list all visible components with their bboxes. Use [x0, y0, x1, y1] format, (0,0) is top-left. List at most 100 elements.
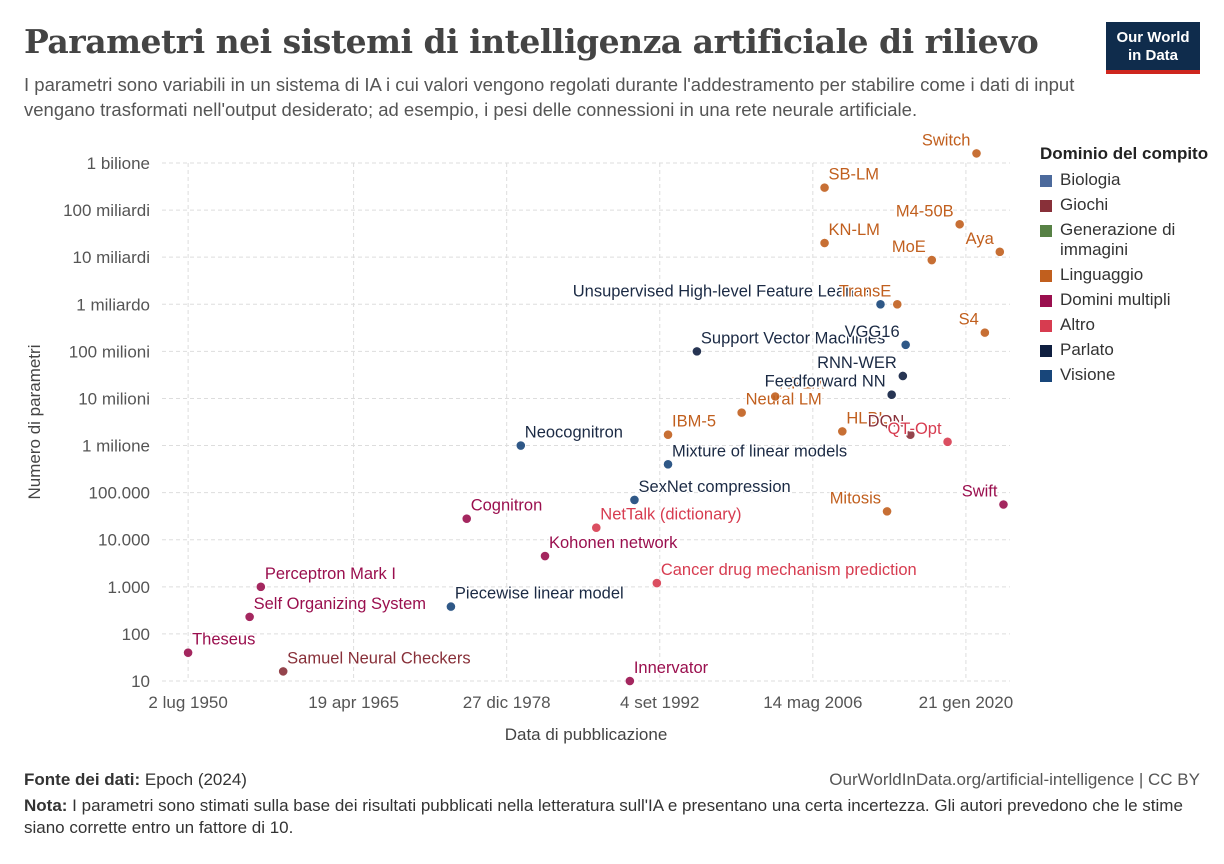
data-point — [819, 238, 830, 248]
y-tick-label: 10 — [131, 672, 150, 691]
chart-title: Parametri nei sistemi di intelligenza ar… — [24, 22, 1039, 61]
point-label: DQN — [868, 413, 905, 431]
y-tick-label: 100 — [122, 625, 150, 644]
point-label: M4-50B — [896, 202, 954, 220]
legend-item[interactable]: Giochi — [1040, 195, 1220, 215]
point-label: Mixture of linear models — [672, 442, 847, 460]
data-point — [540, 551, 550, 561]
point-label: Cognitron — [471, 497, 543, 515]
legend-item[interactable]: Parlato — [1040, 340, 1220, 360]
data-point — [244, 611, 255, 622]
source-label: Fonte dei dati: — [24, 770, 141, 789]
legend-label: Altro — [1060, 315, 1095, 334]
point-label: QT-Opt — [887, 420, 942, 438]
x-tick-label: 4 set 1992 — [620, 693, 699, 712]
y-tick-label: 10 milioni — [78, 389, 150, 408]
legend-item[interactable]: Visione — [1040, 365, 1220, 385]
point-label: SexNet compression — [638, 478, 790, 496]
data-point — [255, 581, 266, 592]
data-point — [651, 578, 662, 588]
legend-items: Biologia Giochi Generazione di immagini Lin… — [1040, 170, 1220, 385]
data-point — [900, 339, 911, 350]
logo-line-1: Our World — [1116, 29, 1190, 46]
y-tick-label: 100 milioni — [69, 342, 150, 361]
data-point — [882, 506, 892, 517]
data-point — [875, 299, 886, 310]
data-point — [892, 299, 903, 310]
legend-swatch — [1040, 200, 1052, 212]
point-label: KN-LM — [829, 221, 880, 239]
data-point — [629, 495, 640, 505]
data-point — [886, 389, 897, 400]
legend-item[interactable]: Domini multipli — [1040, 290, 1220, 310]
point-label: S4 — [959, 311, 979, 329]
point-label: Piecewise linear model — [455, 585, 624, 603]
y-tick-label: 1 miliardo — [76, 295, 150, 314]
data-point — [624, 676, 635, 686]
data-point — [926, 255, 937, 265]
point-label: Feedforward NN — [765, 373, 886, 391]
point-label: Switch — [922, 131, 971, 149]
note-label: Nota: — [24, 796, 68, 815]
point-label: HLBL — [846, 409, 887, 427]
y-tick-label: 1.000 — [107, 578, 150, 597]
legend-label: Giochi — [1060, 195, 1109, 214]
footer-source: Fonte dei dati: Epoch (2024) — [24, 770, 247, 790]
source-value: Epoch (2024) — [140, 770, 247, 789]
data-point — [954, 219, 965, 230]
point-label: Neural LM — [746, 391, 822, 409]
point-label: Swift — [962, 482, 998, 500]
point-label: Mitosis — [830, 489, 881, 507]
x-tick-label: 14 mag 2006 — [763, 693, 862, 712]
y-tick-label: 1 bilione — [87, 154, 150, 173]
point-label: RNN-WER — [817, 354, 897, 372]
legend-swatch — [1040, 295, 1052, 307]
point-label: Cancer drug mechanism prediction — [661, 561, 917, 579]
logo-line-2: in Data — [1127, 47, 1178, 64]
y-tick-label: 10 miliardi — [73, 248, 150, 267]
legend-item[interactable]: Altro — [1040, 315, 1220, 335]
data-point — [770, 391, 781, 402]
chart-subtitle: I parametri sono variabili in un sistema… — [24, 74, 1075, 120]
point-label: Self Organizing System — [254, 595, 426, 613]
point-label: VGG16 — [845, 323, 900, 341]
data-point — [446, 601, 456, 612]
owid-logo[interactable]: Our World in Data — [1106, 22, 1200, 74]
point-label: TransE — [839, 282, 892, 300]
point-label: Support Vector Machines — [701, 329, 885, 347]
legend-label: Parlato — [1060, 340, 1114, 359]
data-point — [663, 459, 673, 470]
legend-title: Dominio del compito — [1040, 144, 1209, 163]
x-tick-label: 21 gen 2020 — [919, 693, 1014, 712]
data-point — [591, 522, 602, 533]
point-label: Kohonen network — [549, 534, 678, 552]
x-axis-label: Data di pubblicazione — [505, 725, 668, 744]
data-point — [278, 666, 289, 677]
y-axis-label: Numero di parametri — [25, 345, 44, 500]
footer-note: Nota: I parametri sono stimati sulla bas… — [24, 795, 1204, 839]
legend-swatch — [1040, 345, 1052, 357]
data-point — [515, 440, 526, 451]
legend-swatch — [1040, 370, 1052, 382]
x-tick-label: 27 dic 1978 — [463, 693, 551, 712]
legend-item[interactable]: Biologia — [1040, 170, 1220, 190]
point-label: Neocognitron — [525, 424, 623, 442]
point-label: Theseus — [192, 631, 255, 649]
data-point — [183, 647, 193, 658]
data-point — [663, 429, 673, 440]
legend-item[interactable]: Linguaggio — [1040, 265, 1220, 285]
footer-url[interactable]: OurWorldInData.org/artificial-intelligen… — [829, 770, 1200, 789]
point-label: Innervator — [634, 659, 709, 677]
legend-label: Domini multipli — [1060, 290, 1171, 309]
y-tick-label: 100 miliardi — [63, 201, 150, 220]
data-point — [979, 327, 990, 338]
legend-label: Linguaggio — [1060, 265, 1144, 284]
data-point — [819, 182, 830, 193]
legend-item[interactable]: Generazione di immagini — [1040, 220, 1220, 260]
point-label: IBM-5 — [672, 413, 716, 431]
point-label: Perceptron Mark I — [265, 565, 396, 583]
data-point — [837, 426, 848, 437]
data-point — [942, 436, 953, 447]
data-point — [692, 346, 702, 357]
